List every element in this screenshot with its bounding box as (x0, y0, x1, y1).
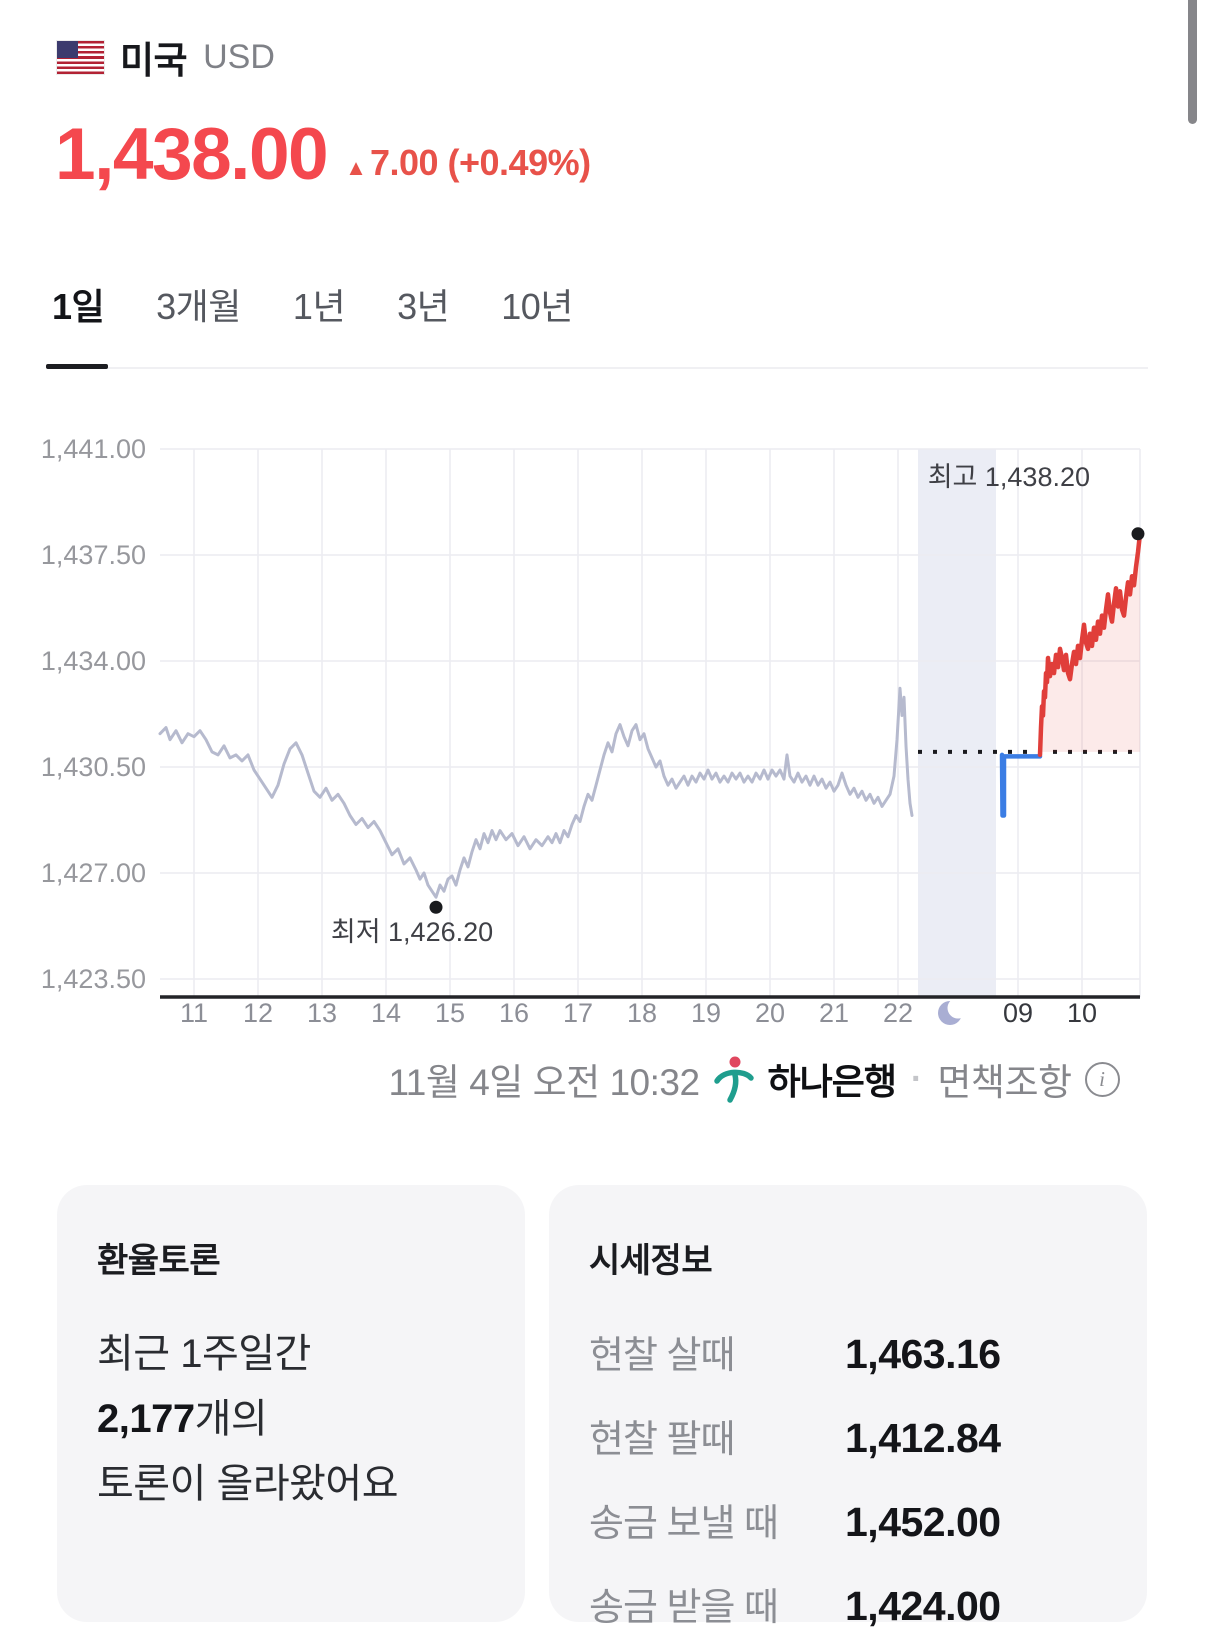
quote-rows: 현찰 살때 1,463.16 현찰 팔때 1,412.84 송금 보낼 때 1,… (589, 1324, 1107, 1631)
x-axis-label: 11 (180, 998, 208, 1028)
scrollbar-thumb[interactable] (1188, 0, 1197, 124)
discussion-count-suffix: 개의 (194, 1396, 268, 1441)
current-rate: 1,438.00 (55, 114, 329, 195)
x-axis-label: 15 (435, 998, 465, 1028)
x-axis-label: 19 (691, 998, 721, 1028)
selected-tab-underline (46, 364, 108, 369)
info-icon[interactable]: i (1084, 1061, 1120, 1097)
tab-10years[interactable]: 10년 (501, 286, 573, 327)
discussion-line1: 최근 1주일간 (97, 1332, 311, 1376)
y-axis-label: 1,434.00 (41, 646, 146, 676)
high-annotation: 최고 1,438.20 (928, 462, 1090, 492)
quote-info-card[interactable]: 시세정보 현찰 살때 1,463.16 현찰 팔때 1,412.84 송금 보낼… (549, 1185, 1147, 1629)
x-axis-label: 10 (1067, 998, 1097, 1028)
quote-row-wire-receive: 송금 받을 때 1,424.00 (589, 1583, 1001, 1629)
x-axis-label: 17 (563, 998, 593, 1028)
y-axis-label: 1,441.00 (41, 434, 146, 464)
change-text: 7.00 (+0.49%) (369, 142, 591, 183)
discussion-card-title: 환율토론 (97, 1242, 221, 1280)
x-axis-label: 13 (307, 998, 337, 1028)
low-annotation: 최저 1,426.20 (331, 917, 493, 947)
disclaimer-link[interactable]: 면책조항 (937, 1062, 1072, 1103)
tab-3months[interactable]: 3개월 (156, 286, 241, 327)
tab-3years[interactable]: 3년 (397, 286, 450, 327)
x-axis-label: 14 (371, 998, 401, 1028)
discussion-line3: 토론이 올라왔어요 (97, 1461, 399, 1506)
series-today-below-close (999, 752, 1043, 818)
y-axis-label: 1,430.50 (41, 752, 146, 782)
tabs-divider (52, 367, 1148, 369)
price-row: 1,438.00 ▲ 7.00 (+0.49%) (55, 118, 591, 191)
x-axis-label: 09 (1003, 998, 1033, 1028)
up-arrow-icon: ▲ (345, 155, 367, 180)
exchange-rate-chart[interactable]: 1,441.00 1,437.50 1,434.00 1,430.50 1,427.00… (0, 400, 1206, 1060)
y-axis-label: 1,427.00 (41, 858, 146, 888)
x-axis-label: 18 (627, 998, 657, 1028)
footer-separator: · (911, 1059, 923, 1098)
chart-footer: 11월 4일 오전 10:32 하나은행 · 면책조항 i (0, 1052, 1206, 1106)
rate-change: ▲ 7.00 (+0.49%) (345, 142, 591, 191)
quote-card-title: 시세정보 (589, 1242, 713, 1280)
period-tabs: 1일 3개월 1년 3년 10년 (52, 278, 573, 330)
quote-timestamp: 11월 4일 오전 10:32 (388, 1062, 700, 1103)
night-session-band (918, 449, 996, 997)
currency-code: USD (203, 37, 275, 76)
country-name: 미국 (120, 40, 188, 81)
quote-row-wire-send: 송금 보낼 때 1,452.00 (589, 1499, 1001, 1545)
discussion-card-body: 최근 1주일간 2,177개의 토론이 올라왔어요 (97, 1322, 485, 1516)
discussion-count: 2,177 (97, 1396, 195, 1441)
series-today-above-close (1037, 531, 1143, 758)
data-source-name: 하나은행 (767, 1061, 897, 1102)
discussion-line2: 2,177개의 (97, 1387, 485, 1452)
quote-row-cash-buy: 현찰 살때 1,463.16 (589, 1331, 1001, 1377)
y-axis-label: 1,423.50 (41, 964, 146, 994)
currency-header: 미국 USD (57, 30, 275, 84)
x-axis-label: 21 (819, 998, 849, 1028)
high-point-dot (1131, 527, 1145, 541)
discussion-card[interactable]: 환율토론 최근 1주일간 2,177개의 토론이 올라왔어요 (57, 1185, 525, 1622)
x-axis-label: 22 (883, 998, 913, 1028)
quote-row-cash-sell: 현찰 팔때 1,412.84 (589, 1415, 1001, 1461)
hana-bank-logo-icon (713, 1056, 754, 1103)
tab-1year[interactable]: 1년 (292, 286, 346, 327)
us-flag-icon (57, 40, 104, 74)
x-axis-label: 16 (499, 998, 529, 1028)
series-previous-session (158, 686, 914, 899)
tab-1day[interactable]: 1일 (52, 286, 105, 327)
x-axis-label: 12 (243, 998, 273, 1028)
low-point-dot (429, 900, 443, 914)
y-axis-label: 1,437.50 (41, 540, 146, 570)
x-axis-label: 20 (755, 998, 785, 1028)
